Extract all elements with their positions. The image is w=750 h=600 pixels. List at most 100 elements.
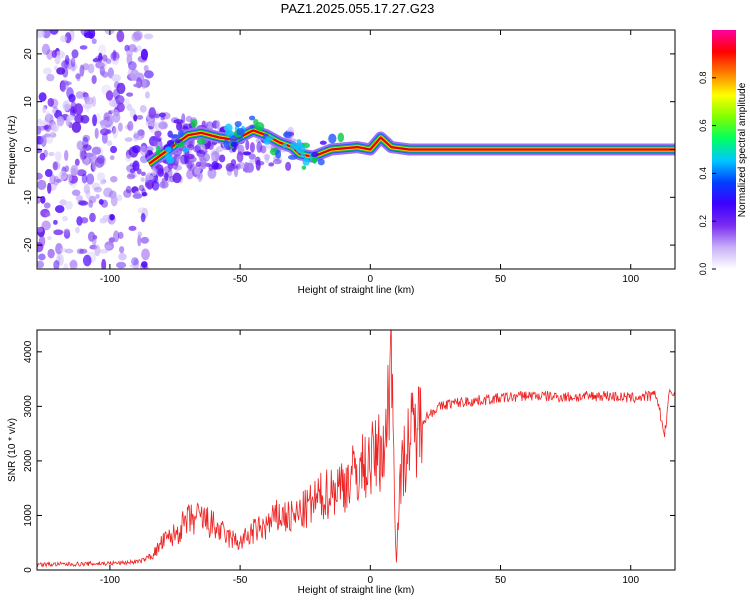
x-tick-label: -50 [233,274,248,285]
speckle-mark [127,44,137,53]
snr-panel: -100 -50 0 50 100 0 1000 2000 3000 4000 Height o… [7,329,676,596]
ridge-blob [190,118,198,128]
speckle-mark [53,175,60,186]
colorbar-tick-label: 0.8 [698,72,708,85]
speckle-mark [94,157,105,168]
ridge-blob [182,147,189,153]
x-tick-label: -100 [100,575,120,586]
speckle-mark [158,112,167,118]
ridge-blob [196,138,207,145]
speckle-mark [85,100,90,113]
speckle-mark [111,57,119,65]
ridge-blob [177,129,184,138]
speckle-mark [37,226,44,233]
speckle-mark [144,70,154,79]
speckle-mark [91,182,101,191]
speckle-mark [68,261,78,267]
ridge-blob [249,124,255,130]
speckle-mark [264,154,270,164]
speckle-mark [60,247,67,253]
speckle-mark [124,137,133,142]
speckle-mark [91,38,97,45]
speckle-mark [41,43,51,55]
speckle-mark [41,220,51,231]
speckle-mark [75,91,84,99]
snr-x-axis-label: Height of straight line (km) [298,585,415,596]
speckle-mark [145,174,154,181]
speckle-mark [37,172,43,180]
speckle-mark [161,112,171,120]
speckle-mark [146,146,154,152]
speckle-mark [102,54,108,62]
speckle-mark [119,246,125,254]
speckle-mark [164,172,169,182]
speckle-mark [85,97,94,105]
speckle-mark [153,137,159,149]
speckle-mark [129,263,139,269]
speckle-mark [216,119,221,130]
speckle-mark [51,108,56,114]
speckle-mark [140,236,150,244]
speckle-mark [99,217,108,224]
spectrogram-x-ticks: -100 -50 0 50 100 [100,30,640,285]
speckle-mark [55,178,62,183]
speckle-mark [84,32,94,39]
speckle-mark [47,182,52,194]
speckle-mark [96,172,106,182]
speckle-mark [79,64,85,77]
speckle-mark [140,48,149,61]
speckle-mark [182,123,193,130]
speckle-mark [54,205,65,214]
speckle-mark [66,114,75,121]
x-tick-label: -100 [100,274,120,285]
speckle-mark [98,52,103,63]
speckle-mark [123,189,132,198]
speckle-mark [139,104,147,113]
speckle-mark [49,30,59,35]
x-tick-label: 100 [622,575,639,586]
speckle-mark [94,244,101,257]
speckle-mark [125,149,132,159]
speckle-mark [108,98,117,107]
speckle-mark [126,50,134,57]
speckle-mark [256,141,263,153]
speckle-mark [66,87,74,99]
ridge-blob [166,156,175,164]
speckle-mark [132,193,143,199]
ridge-blob [223,139,230,149]
speckle-mark [192,145,201,153]
speckle-mark [53,260,60,269]
ridge-blob [311,151,319,158]
speckle-mark [237,144,245,156]
speckle-mark [163,165,172,173]
ridge-blob [248,115,256,121]
speckle-mark [127,61,137,71]
ridge-blob [253,119,259,126]
speckle-mark [98,44,107,56]
speckle-mark [148,107,157,119]
speckle-mark [47,248,55,259]
speckle-mark [99,119,109,126]
speckle-mark [186,169,194,180]
ridge-blob [275,149,282,159]
ridge-blob [179,140,185,148]
speckle-mark [62,100,71,111]
speckle-mark [79,248,88,254]
speckle-mark [38,253,46,261]
speckle-mark [40,195,46,204]
speckle-mark [140,155,149,164]
speckle-mark [76,216,83,226]
speckle-mark [78,200,89,206]
speckle-mark [108,190,117,199]
speckle-mark [54,54,61,65]
speckle-mark [198,153,205,161]
speckle-mark [76,140,84,151]
speckle-mark [103,187,113,198]
speckle-mark [140,177,145,182]
x-tick-label: 50 [495,274,507,285]
speckle-mark [136,45,142,52]
spectrogram-y-ticks: -20 -10 0 10 20 [23,48,675,252]
speckle-mark [70,164,79,177]
speckle-mark [161,177,166,188]
speckle-mark [112,126,118,139]
